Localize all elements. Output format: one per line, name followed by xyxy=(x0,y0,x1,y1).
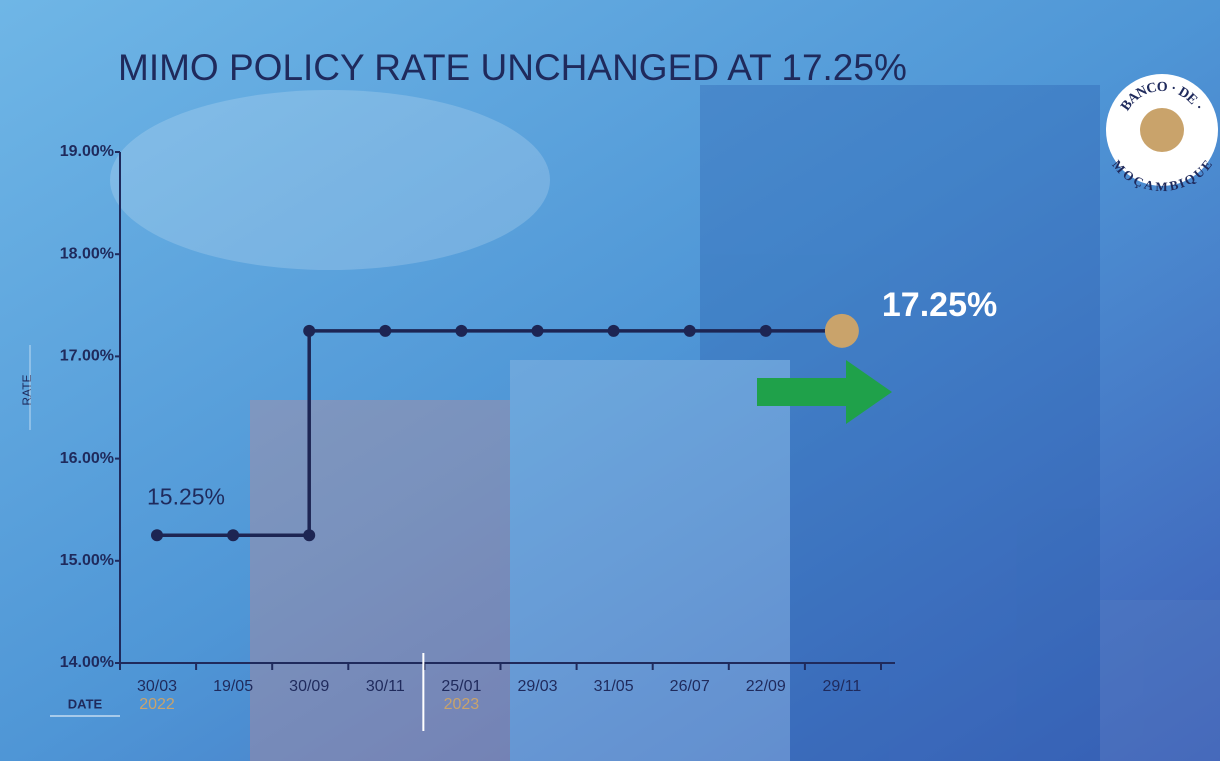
y-axis-label: RATE xyxy=(20,374,34,405)
step-corner xyxy=(303,529,316,542)
value-label: 17.25% xyxy=(882,286,997,324)
year-label: 2023 xyxy=(444,696,480,713)
y-tick-label: 19.00% xyxy=(60,143,114,160)
point xyxy=(227,529,240,542)
y-tick-label: 17.00% xyxy=(60,348,114,365)
point xyxy=(379,324,392,337)
value-label: 15.25% xyxy=(147,483,225,509)
point xyxy=(531,324,544,337)
x-tick-label: 30/11 xyxy=(366,678,405,695)
buildings xyxy=(110,85,1220,761)
x-tick-label: 29/03 xyxy=(517,678,557,695)
point xyxy=(455,324,468,337)
x-tick-label: 22/09 xyxy=(746,678,786,695)
x-tick-label: 30/09 xyxy=(289,678,329,695)
arrow xyxy=(757,360,892,424)
point xyxy=(683,324,696,337)
x-tick-label: 31/05 xyxy=(594,678,634,695)
x-tick-label: 30/03 xyxy=(137,678,177,695)
x-tick-label: 26/07 xyxy=(670,678,710,695)
x-axis-label: DATE xyxy=(68,696,103,711)
y-tick-label: 15.00% xyxy=(60,552,114,569)
year-label: 2022 xyxy=(139,696,175,713)
y-tick-label: 18.00% xyxy=(60,245,114,262)
y-tick-label: 14.00% xyxy=(60,654,114,671)
chart-title: MIMO POLICY RATE UNCHANGED AT 17.25% xyxy=(118,47,907,88)
y-tick-label: 16.00% xyxy=(60,450,114,467)
x-tick-label: 25/01 xyxy=(441,678,481,695)
point xyxy=(151,529,163,542)
x-tick-label: 29/11 xyxy=(822,678,861,695)
point xyxy=(759,324,772,337)
point xyxy=(303,324,316,337)
point xyxy=(607,324,620,337)
last-point xyxy=(824,313,859,348)
logo: BANCO · DE · MOÇAMBIQUE xyxy=(1106,74,1218,194)
x-tick-label: 19/05 xyxy=(213,678,253,695)
